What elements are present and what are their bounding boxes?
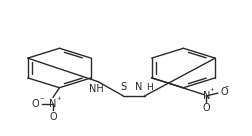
Text: N: N xyxy=(135,82,142,92)
Text: NH: NH xyxy=(89,84,104,94)
Text: O: O xyxy=(31,99,39,109)
Text: H: H xyxy=(145,84,152,92)
Text: S: S xyxy=(120,82,126,92)
Text: O: O xyxy=(49,112,57,122)
Text: $^{-}$: $^{-}$ xyxy=(39,95,45,104)
Text: $^{+}$: $^{+}$ xyxy=(56,95,62,104)
Text: O: O xyxy=(202,103,209,113)
Text: N: N xyxy=(202,91,209,101)
Text: $^{-}$: $^{-}$ xyxy=(223,83,229,92)
Text: N: N xyxy=(49,99,57,109)
Text: O: O xyxy=(220,87,227,97)
Text: $^{+}$: $^{+}$ xyxy=(208,87,214,96)
